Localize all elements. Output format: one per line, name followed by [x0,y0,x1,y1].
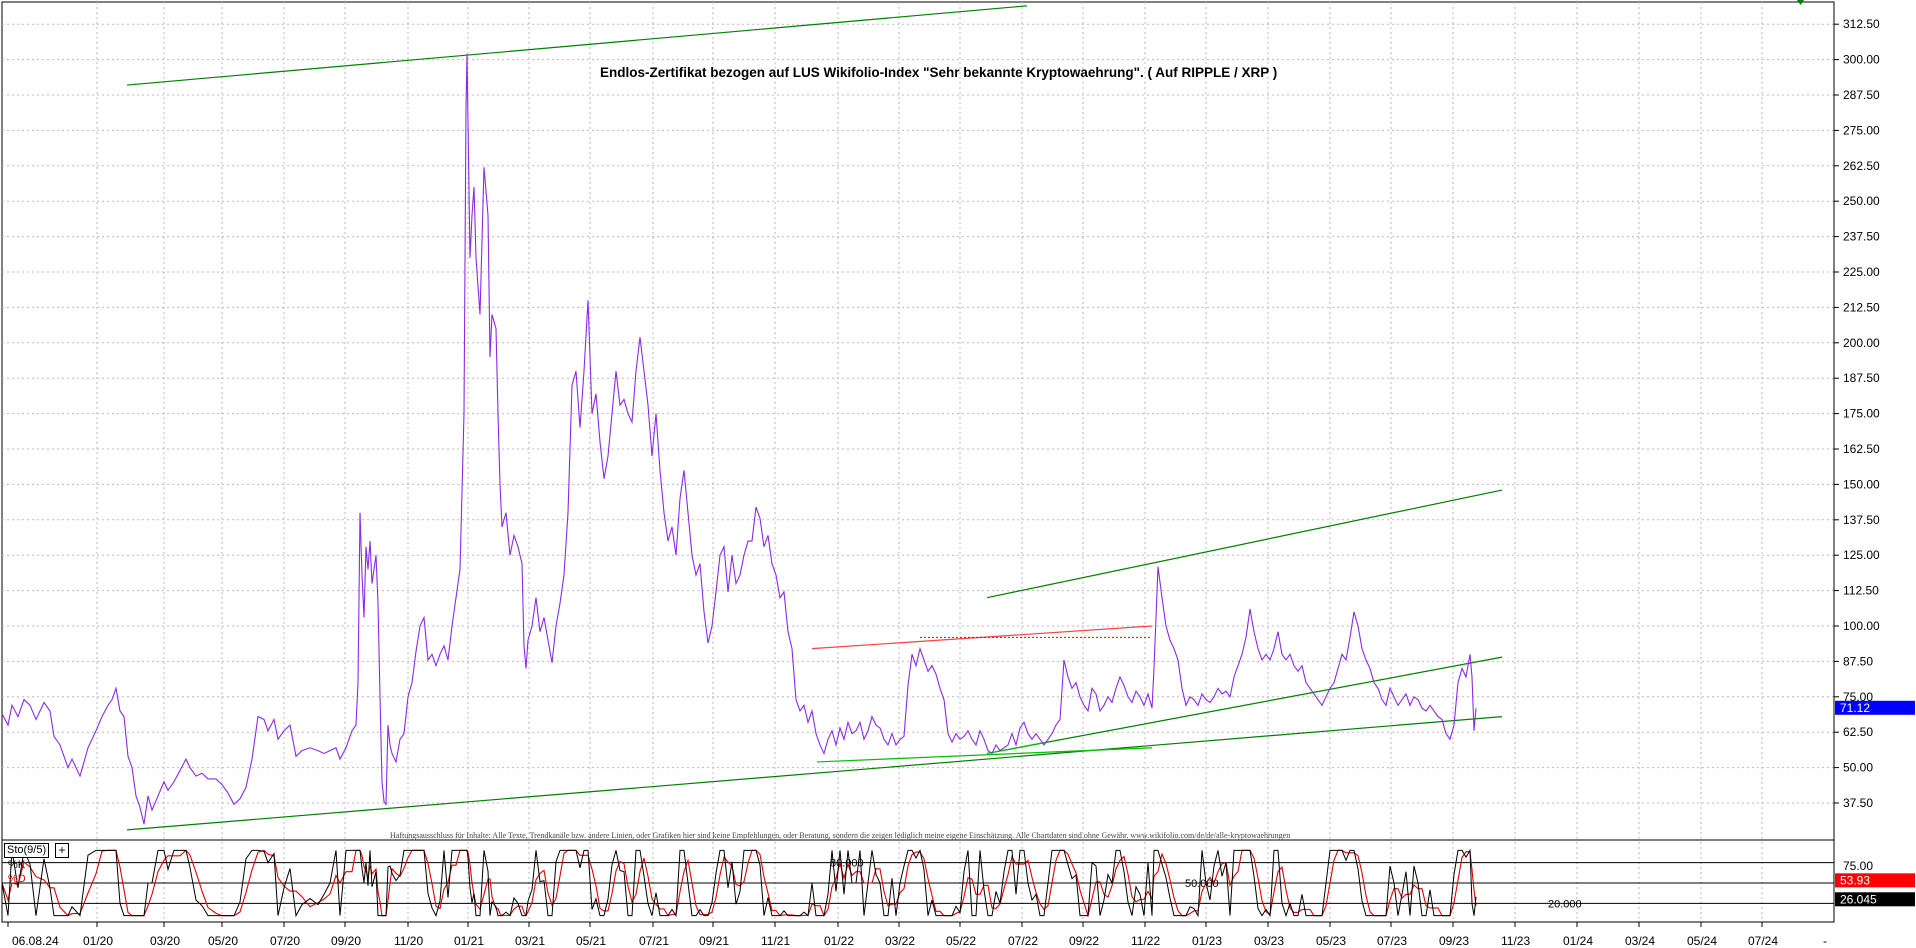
y-tick-label: 37.50 [1843,796,1873,810]
x-tick-label: 11/21 [761,934,790,948]
d-value-badge [1835,873,1915,888]
d-line-label: %D [8,873,26,885]
x-tick-label: 09/20 [331,934,361,948]
scroll-dash: - [1823,934,1827,948]
y-tick-label: 312.50 [1843,17,1880,31]
trend-line [126,5,1028,86]
x-tick-label: 05/20 [208,934,238,948]
x-tick-label: 03/20 [150,934,180,948]
x-tick-label: 05/21 [576,934,606,948]
trend-line [816,747,1153,763]
last-price-badge [1835,700,1915,715]
y-tick-label: 200.00 [1843,336,1880,350]
y-tick-label: 262.50 [1843,159,1880,173]
x-tick-label: 09/22 [1069,934,1099,948]
x-tick-label: 07/22 [1008,934,1038,948]
stochastic-label[interactable]: Sto(9/5) [4,843,50,858]
x-tick-label: 05/22 [946,934,976,948]
disclaimer-text: Haftungsausschluss für Inhalte: Alle Tex… [390,831,1291,840]
y-tick-label: 150.00 [1843,477,1880,491]
k-value-label: 26.045 [1840,892,1877,906]
y-tick-label: 162.50 [1843,442,1880,456]
trend-line [126,716,1503,831]
x-tick-label: 09/23 [1439,934,1469,948]
x-tick-label: 05/24 [1687,934,1717,948]
x-tick-label: 07/21 [639,934,669,948]
y-tick-label: 175.00 [1843,407,1880,421]
last-price-label: 71.12 [1840,701,1870,715]
y-tick-label: 250.00 [1843,194,1880,208]
y-tick-label: 225.00 [1843,265,1880,279]
y-tick-label: 100.00 [1843,619,1880,633]
y-tick-label: 112.50 [1843,584,1879,598]
x-tick-label: 01/24 [1563,934,1593,948]
x-tick-label: 01/23 [1192,934,1222,948]
y-tick-label: 187.50 [1843,371,1880,385]
x-tick-label: 05/23 [1316,934,1346,948]
y-tick-label: 50.00 [1843,761,1873,775]
price-line [1,53,1477,825]
y-tick-label: 62.50 [1843,725,1873,739]
trend-line [986,489,1503,599]
signal-marker [1797,0,1804,5]
stochastic-axis-label: 75.00 [1843,859,1873,873]
trend-line [986,741,1048,755]
x-tick-label: 11/22 [1131,934,1160,948]
y-tick-label: 287.50 [1843,88,1880,102]
x-tick-label: 06.08.24 [12,934,59,948]
k-value-badge [1835,892,1915,907]
y-tick-label: 300.00 [1843,53,1880,67]
x-tick-label: 07/23 [1377,934,1407,948]
x-tick-label: 07/20 [270,934,300,948]
stochastic-k-line [1,848,1477,918]
trend-line [986,656,1503,755]
x-tick-label: 01/21 [454,934,484,948]
x-tick-label: 11/23 [1501,934,1530,948]
stochastic-level-label: 20.000 [1548,898,1582,910]
x-tick-label: 09/21 [699,934,729,948]
plot-frame [1,1,1835,923]
y-tick-label: 75.00 [1843,690,1873,704]
y-tick-label: 87.50 [1843,654,1873,668]
y-tick-label: 275.00 [1843,123,1880,137]
x-tick-label: 03/23 [1254,934,1284,948]
x-tick-label: 03/22 [885,934,915,948]
k-line-label: %K [8,859,26,871]
x-tick-label: 11/20 [394,934,423,948]
stochastic-level-label: 50.000 [1185,878,1219,890]
y-tick-label: 125.00 [1843,548,1880,562]
d-value-label: 53.93 [1840,873,1870,887]
y-tick-label: 237.50 [1843,230,1880,244]
x-tick-label: 03/21 [515,934,545,948]
x-tick-label: 01/20 [83,934,113,948]
chart-title: Endlos-Zertifikat bezogen auf LUS Wikifo… [600,65,1278,80]
y-tick-label: 212.50 [1843,300,1880,314]
stochastic-d-line [1,849,1477,918]
x-tick-label: 01/22 [824,934,854,948]
expand-plus-icon[interactable]: + [55,843,69,858]
y-tick-label: 137.50 [1843,513,1880,527]
x-tick-label: 07/24 [1748,934,1778,948]
x-tick-label: 03/24 [1625,934,1655,948]
